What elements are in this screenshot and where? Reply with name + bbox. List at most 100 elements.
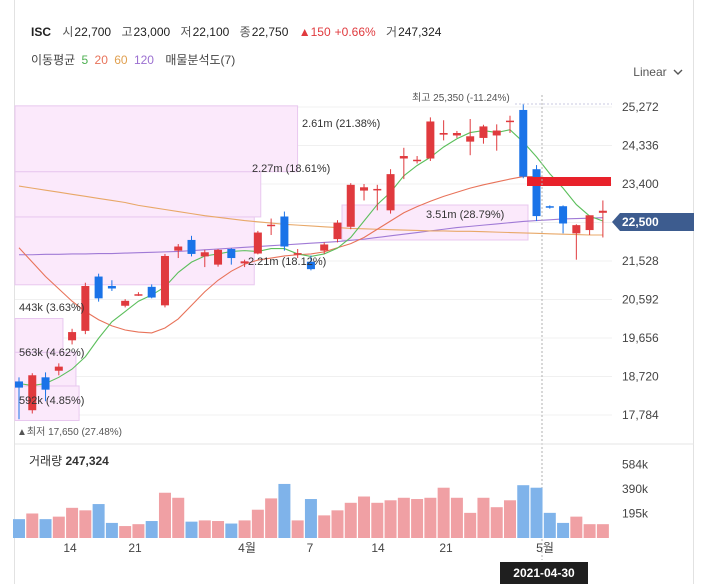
volume-y-tick-label: 195k [622,506,649,520]
ma-5: 5 [81,53,89,67]
current-price-label: 22,500 [622,215,659,229]
volume-profile-bar [14,171,262,218]
candle-body [227,248,236,259]
candle-body [107,286,116,289]
volume-bar [331,510,344,538]
current-price-badge [612,213,694,231]
volume-bar [291,520,304,538]
candle-body [15,381,23,388]
volume-bar [477,497,490,538]
candle-body [598,210,607,213]
volume-bar [557,522,570,538]
volume-bar [172,497,185,538]
volume-profile-label: 2.21m (18.12%) [248,256,326,268]
candle-body [559,206,568,224]
volume-bar [158,492,171,538]
volume-bar [251,509,264,538]
candle-body [134,294,143,296]
x-tick-label: 4월 [238,541,256,555]
volume-bar [530,487,543,538]
candle-body [413,159,422,162]
volume-bar [52,516,65,538]
volume-bar [596,524,609,538]
candle-body [160,255,169,306]
volume-bar [13,519,25,538]
candle-body [267,224,276,227]
volume-bar [185,521,198,538]
ma-legend[interactable]: 이동평균 5 20 60 120 매물분석도(7) [31,51,238,68]
volume-y-tick-label: 390k [622,482,649,496]
high-value: 23,000 [133,25,171,39]
y-tick-label: 25,272 [622,100,659,114]
volume-profile-label: 592k (4.85%) [19,395,84,407]
x-tick-label: 7 [307,541,314,555]
candle-body [253,232,262,254]
candle-body [28,375,37,411]
volume-profile-toggle[interactable]: 매물분석도(7) [165,53,236,67]
volume-bar [92,504,105,538]
volume-bar [225,523,238,538]
candle-body [121,300,130,306]
y-tick-label: 20,592 [622,293,659,307]
scale-label: Linear [633,65,667,79]
volume-profile-bar [341,204,529,241]
volume-bar [304,499,317,538]
y-tick-label: 21,528 [622,254,659,268]
ma20-line [18,176,603,334]
volume-bar [39,519,52,538]
candle-body [572,225,581,234]
candle-body [214,249,223,265]
volume-profile-bar [14,385,80,422]
volume-bar [437,487,450,538]
highlight-bar [527,177,611,186]
volume-bar [450,497,463,538]
volume-bar [265,498,278,538]
volume-bar [464,512,477,538]
candle-body [452,132,461,136]
scale-selector[interactable]: Linear [633,65,683,79]
change-value: ▲150 [298,25,331,39]
x-tick-label: 14 [63,541,77,555]
volume-bar [212,521,225,538]
x-tick-label: 14 [371,541,385,555]
y-tick-label: 19,656 [622,331,659,345]
low-value: 22,100 [192,25,230,39]
candle-body [81,286,90,331]
volume-bar [238,520,251,538]
volume-profile-bar [14,105,299,173]
candle-body [346,184,355,227]
ma120-line [19,217,603,256]
candle-body [439,132,448,135]
volume-bar [503,500,516,538]
candle-body [240,261,249,264]
high-label: 고 [121,25,133,39]
candle-body [147,286,156,298]
open-value: 22,700 [74,25,112,39]
close-value: 22,750 [251,25,289,39]
candle-body [399,156,408,159]
quote-header: ISC 시22,700 고23,000 저22,100 종22,750 ▲150… [31,23,441,40]
ma-60: 60 [114,53,128,67]
candle-body [94,276,103,299]
candle-body [545,206,554,208]
y-tick-label: 23,400 [622,177,659,191]
volume-bar [424,497,437,538]
candle-body [293,253,302,255]
volume-bar [358,496,371,538]
volume-bar [145,521,158,538]
candle-body [320,244,329,251]
candle-body [360,187,369,191]
volume-profile-label: 2.61m (21.38%) [302,118,380,130]
candle-body [492,130,501,136]
volume-bar [66,507,79,538]
candle-body [479,126,488,138]
volume-bar [26,513,39,538]
max-price-marker: 최고 25,350 (-11.24%) [412,92,510,104]
ma-20: 20 [94,53,108,67]
candle-body [505,120,514,123]
crosshair-date-badge: 2021-04-30 [500,562,588,584]
open-label: 시 [62,25,74,39]
volume-bar [490,507,503,538]
volume-profile-label: 3.51m (28.79%) [426,209,504,221]
